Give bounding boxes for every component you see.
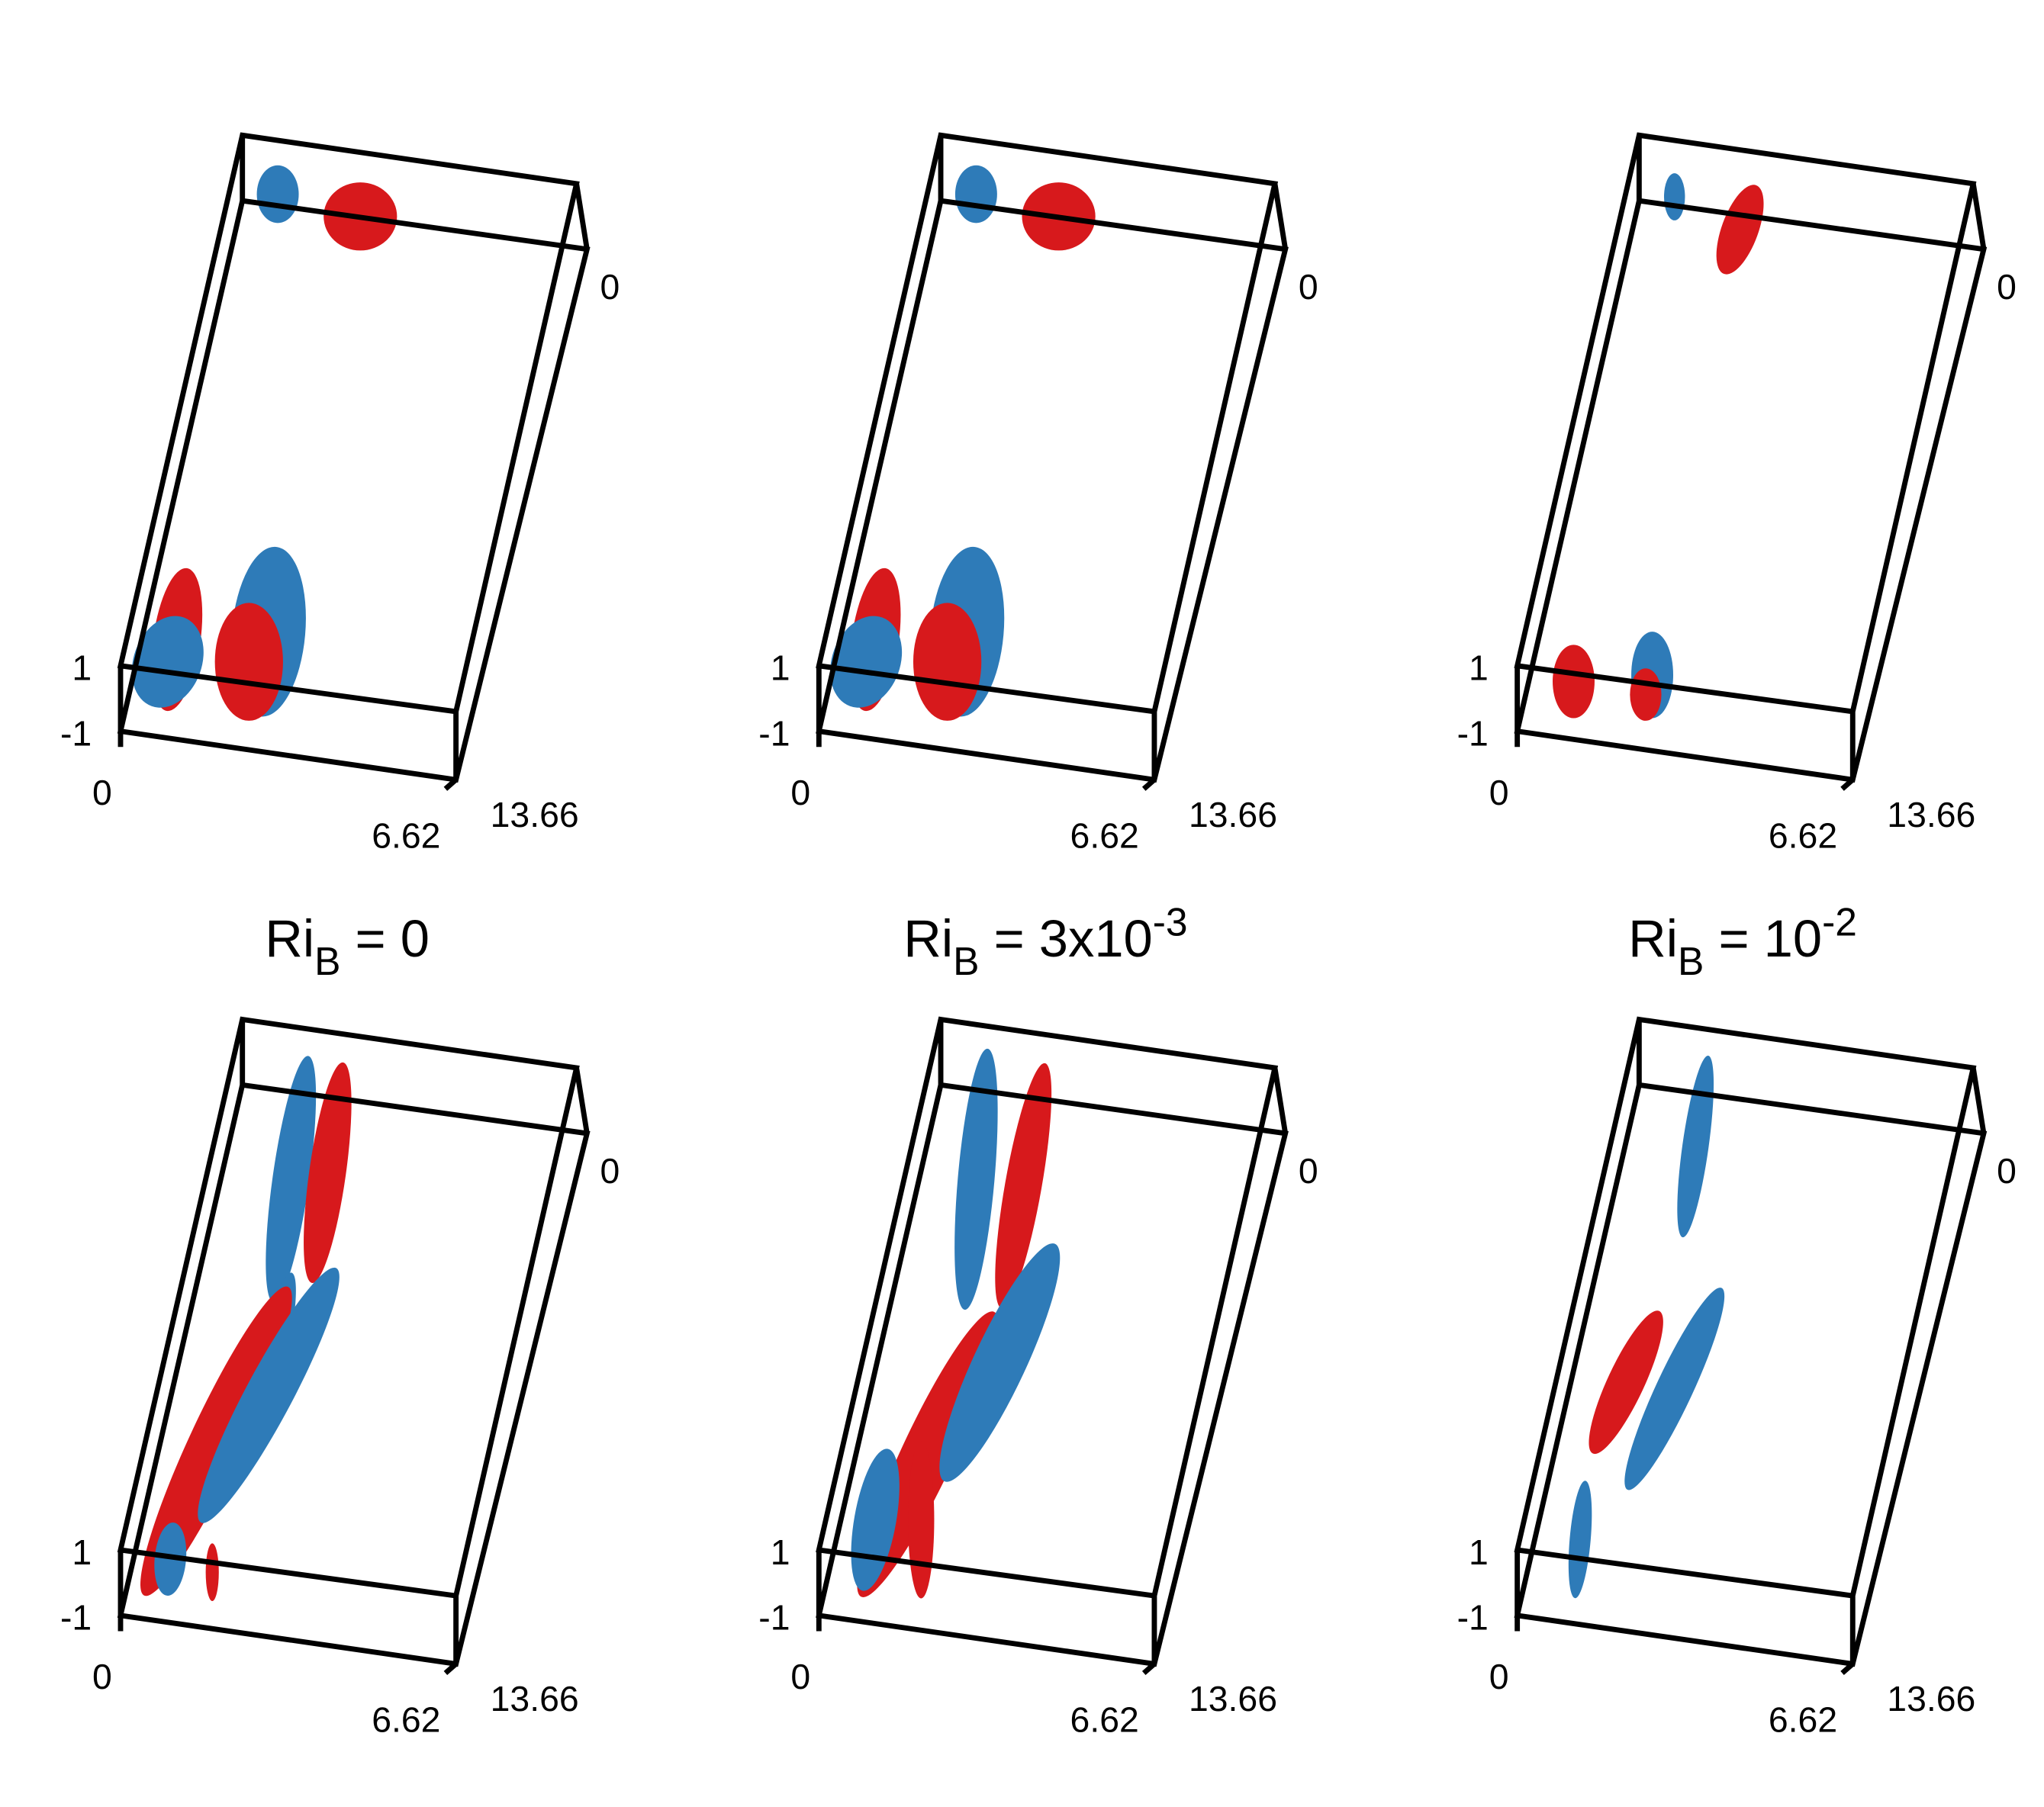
axis-label: 0 <box>1299 1151 1318 1191</box>
box-frame <box>1514 1016 1988 1676</box>
title-rest: = 10 <box>1704 909 1822 968</box>
box-frame <box>117 132 591 791</box>
axis-label: -1 <box>1457 1598 1489 1638</box>
axis-label: 13.66 <box>1189 1679 1277 1719</box>
title-subscript: B <box>1678 939 1704 983</box>
isosurface <box>304 1062 352 1283</box>
axis-label: 0 <box>1997 267 2017 307</box>
column-title: RiB = 0 <box>265 909 430 983</box>
axis-label: -1 <box>1457 714 1489 754</box>
box-frame <box>117 1016 591 1676</box>
axis-label: 1 <box>1469 648 1489 688</box>
axis-label: 6.62 <box>372 1700 440 1740</box>
isosurface <box>1624 1288 1725 1490</box>
axis-label: 0 <box>1299 267 1318 307</box>
isosurface <box>908 1441 935 1599</box>
axis-label: 0 <box>92 1657 112 1696</box>
axis-label: 1 <box>72 648 92 688</box>
axis-label: -1 <box>758 714 790 754</box>
column-title: RiB = 10-2 <box>1628 900 1857 984</box>
axis-label: 0 <box>600 1151 620 1191</box>
column-title: RiB = 3x10-3 <box>903 900 1187 984</box>
isosurface <box>256 165 299 223</box>
isosurface <box>1663 173 1685 220</box>
axis-label: 0 <box>600 267 620 307</box>
isosurface <box>266 1056 317 1303</box>
axis-label: 0 <box>790 773 810 812</box>
isosurface <box>205 1543 219 1601</box>
axis-label: 13.66 <box>1887 1679 1975 1719</box>
isosurface <box>1630 668 1662 721</box>
axis-label: 1 <box>771 648 790 688</box>
title-base: Ri <box>903 909 953 968</box>
box-frame <box>1514 132 1988 791</box>
box-frame <box>816 132 1289 791</box>
isosurface <box>954 165 997 223</box>
title-superscript: -2 <box>1822 900 1857 944</box>
axis-label: 6.62 <box>1769 1700 1837 1740</box>
isosurface <box>1716 185 1764 275</box>
isosurface <box>954 1048 998 1310</box>
title-superscript: -3 <box>1153 900 1188 944</box>
axis-label: 0 <box>1997 1151 2017 1191</box>
axis-label: 0 <box>92 773 112 812</box>
isosurface <box>830 616 903 708</box>
isosurface <box>131 616 204 708</box>
title-rest: = 0 <box>340 909 429 968</box>
isosurface <box>939 1243 1061 1482</box>
axis-label: 1 <box>1469 1532 1489 1572</box>
axis-label: 13.66 <box>1189 795 1277 834</box>
axis-label: 6.62 <box>372 816 440 856</box>
isosurface <box>1553 645 1595 719</box>
isosurface <box>995 1063 1052 1309</box>
axis-label: 6.62 <box>1070 1700 1139 1740</box>
title-base: Ri <box>1628 909 1678 968</box>
axis-label: 6.62 <box>1070 816 1139 856</box>
title-subscript: B <box>953 939 979 983</box>
isosurface <box>913 603 982 721</box>
axis-label: 6.62 <box>1769 816 1837 856</box>
axis-label: 0 <box>1489 773 1509 812</box>
axis-label: -1 <box>60 1598 92 1638</box>
isosurface <box>198 1267 340 1523</box>
title-rest: = 3x10 <box>980 909 1153 968</box>
axis-label: 13.66 <box>1887 795 1975 834</box>
axis-label: 13.66 <box>491 795 579 834</box>
axis-label: -1 <box>758 1598 790 1638</box>
axis-label: 1 <box>771 1532 790 1572</box>
axis-label: 0 <box>790 1657 810 1696</box>
title-subscript: B <box>314 939 340 983</box>
isosurface <box>1589 1310 1663 1455</box>
axis-label: -1 <box>60 714 92 754</box>
axis-label: 1 <box>72 1532 92 1572</box>
isosurface <box>1568 1481 1592 1599</box>
axis-label: 13.66 <box>491 1679 579 1719</box>
box-frame <box>816 1016 1289 1676</box>
title-base: Ri <box>265 909 314 968</box>
isosurface <box>1677 1055 1714 1238</box>
isosurface <box>140 1286 292 1596</box>
axis-label: 0 <box>1489 1657 1509 1696</box>
isosurface <box>214 603 283 721</box>
